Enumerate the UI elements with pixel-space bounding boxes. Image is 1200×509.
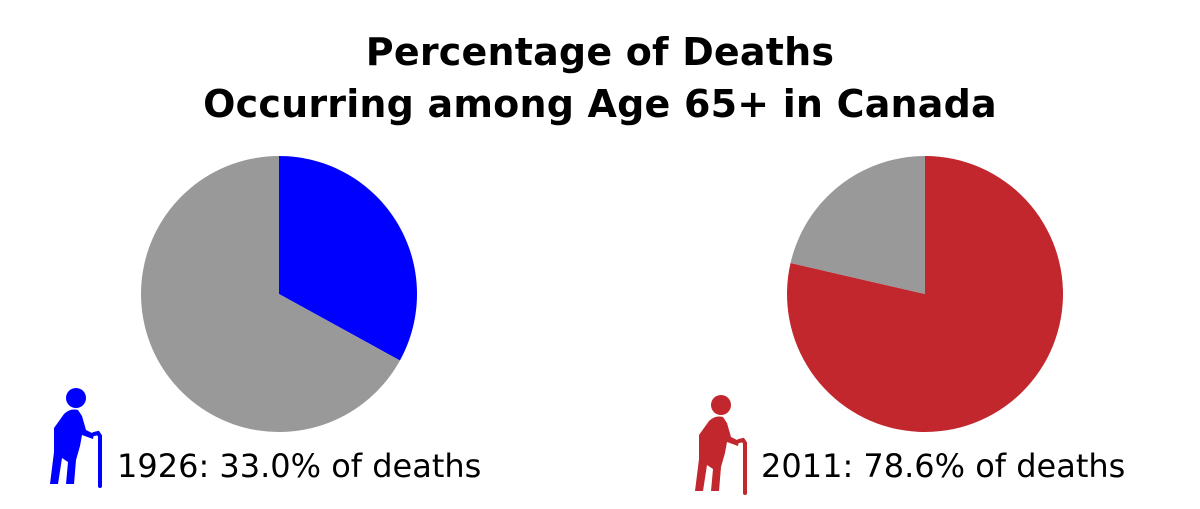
pie-2011-slice-1 xyxy=(787,156,1064,432)
pie-2011-slice-2 xyxy=(790,156,925,294)
pie-1926-slice-2 xyxy=(140,156,400,432)
pie-chart-2011 xyxy=(787,156,1064,432)
chart-title-line-2: Occurring among Age 65+ in Canada xyxy=(203,82,997,126)
chart-title-line-1: Percentage of Deaths xyxy=(365,30,835,74)
pie-label-2011: 2011: 78.6% of deaths xyxy=(761,447,1126,485)
elderly-person-with-cane-icon xyxy=(50,388,102,488)
pie-1926-slice-1 xyxy=(279,156,417,361)
pie-label-1926: 1926: 33.0% of deaths xyxy=(117,447,482,485)
elderly-person-with-cane-icon xyxy=(695,395,747,495)
chart-title: Percentage of Deaths Occurring among Age… xyxy=(0,26,1200,130)
pie-chart-1926 xyxy=(140,156,417,432)
